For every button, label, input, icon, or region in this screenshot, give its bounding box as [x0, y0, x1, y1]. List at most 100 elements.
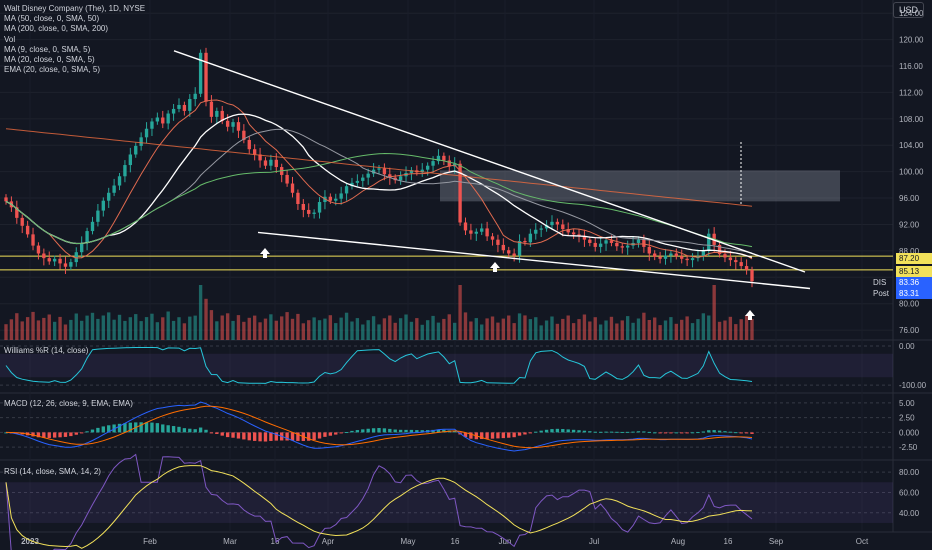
volume-bar — [750, 318, 754, 340]
macd-line — [5, 401, 753, 452]
candle-body — [388, 174, 392, 178]
volume-bar — [366, 320, 370, 340]
candle-body — [252, 149, 257, 155]
macd-histogram-bar — [344, 432, 349, 434]
candle-body — [550, 221, 554, 226]
macd-histogram-bar — [74, 432, 78, 435]
volume-bar — [447, 314, 451, 340]
candle-body — [20, 217, 24, 226]
volume-bar — [269, 314, 273, 340]
macd-histogram-bar — [139, 422, 143, 433]
volume-bar — [588, 321, 592, 340]
macd-histogram-bar — [296, 432, 300, 441]
volume-bar — [420, 324, 424, 340]
volume-bar — [490, 316, 495, 340]
macd-histogram-bar — [453, 430, 457, 433]
volume-bar — [582, 314, 587, 340]
x-tick-label: Mar — [223, 537, 237, 546]
volume-bar — [69, 319, 73, 340]
candle-body — [317, 202, 322, 213]
volume-bar — [723, 320, 727, 340]
macd-histogram-bar — [42, 432, 46, 438]
volume-bar — [431, 315, 435, 340]
candle-body — [625, 245, 630, 248]
macd-histogram-bar — [334, 432, 338, 435]
candle-body — [723, 254, 727, 258]
macd-histogram-bar — [669, 432, 673, 434]
volume-bar — [442, 318, 446, 340]
macd-histogram-bar — [739, 432, 743, 434]
volume-bar — [307, 320, 311, 340]
x-tick-label: 16 — [724, 537, 733, 546]
candle-body — [463, 222, 468, 231]
candle-body — [69, 262, 73, 267]
candle-body — [193, 93, 197, 100]
volume-bar — [74, 313, 78, 340]
candle-body — [117, 176, 122, 186]
level-upper-tag: 87.20 — [896, 253, 932, 264]
volume-bar — [609, 316, 614, 340]
macd-histogram-bar — [117, 423, 122, 433]
candle-body — [25, 225, 30, 235]
macd-histogram-bar — [328, 432, 333, 436]
candle-body — [398, 176, 403, 181]
volume-bar — [377, 324, 381, 340]
candle-body — [220, 110, 224, 121]
volume-bar — [398, 318, 403, 340]
volume-bar — [474, 318, 478, 340]
candle-body — [242, 130, 246, 140]
macd-histogram-bar — [582, 430, 587, 433]
price-tick-label: 88.00 — [899, 247, 920, 256]
macd-histogram-bar — [312, 432, 316, 441]
candle-body — [615, 242, 619, 247]
candle-body — [523, 240, 527, 243]
macd-histogram-bar — [723, 431, 727, 433]
candle-body — [4, 197, 8, 202]
macd-histogram-bar — [96, 427, 100, 433]
currency-button[interactable]: USD — [892, 2, 924, 18]
macd-histogram-bar — [442, 429, 446, 433]
macd-histogram-bar — [409, 429, 414, 433]
macd-histogram-bar — [242, 432, 246, 440]
volume-bar — [123, 320, 127, 340]
legend-indicator: MA (200, close, 0, SMA, 200) — [4, 24, 109, 34]
macd-histogram-bar — [269, 432, 273, 441]
macd-histogram-bar — [501, 432, 506, 439]
candle-body — [598, 243, 603, 247]
candle-body — [101, 200, 105, 211]
macd-tick-label: 0.000 — [899, 428, 920, 437]
macd-histogram-bar — [63, 432, 68, 437]
macd-histogram-bar — [155, 423, 160, 433]
macd-histogram-bar — [225, 432, 230, 438]
candle-body — [107, 192, 111, 201]
macd-histogram-bar — [258, 432, 262, 442]
macd-histogram-bar — [339, 432, 343, 434]
macd-histogram-bar — [604, 431, 608, 433]
macd-histogram-bar — [636, 431, 641, 433]
macd-histogram-bar — [307, 432, 311, 441]
macd-histogram-bar — [247, 432, 251, 441]
candle-body — [680, 256, 684, 259]
macd-histogram-bar — [52, 432, 57, 438]
rsi-tick-label: 80.00 — [899, 468, 920, 477]
macd-histogram-bar — [274, 432, 278, 441]
candle-body — [161, 117, 165, 124]
volume-bar — [312, 317, 316, 340]
macd-histogram-bar — [323, 432, 327, 437]
macd-histogram-bar — [663, 432, 668, 434]
macd-histogram-bar — [539, 430, 543, 433]
macd-histogram-bar — [512, 432, 516, 438]
price-tick-label: 116.00 — [899, 62, 923, 71]
volume-bar — [231, 320, 235, 340]
macd-histogram-bar — [631, 431, 635, 433]
macd-histogram-bar — [420, 430, 424, 433]
x-tick-label: Aug — [671, 537, 685, 546]
candle-body — [231, 122, 235, 127]
volume-bar — [361, 324, 365, 340]
candle-body — [188, 99, 192, 111]
candle-body — [301, 204, 305, 210]
macd-histogram-bar — [198, 427, 203, 433]
candle-body — [744, 266, 749, 271]
x-tick-label: 16 — [451, 537, 460, 546]
